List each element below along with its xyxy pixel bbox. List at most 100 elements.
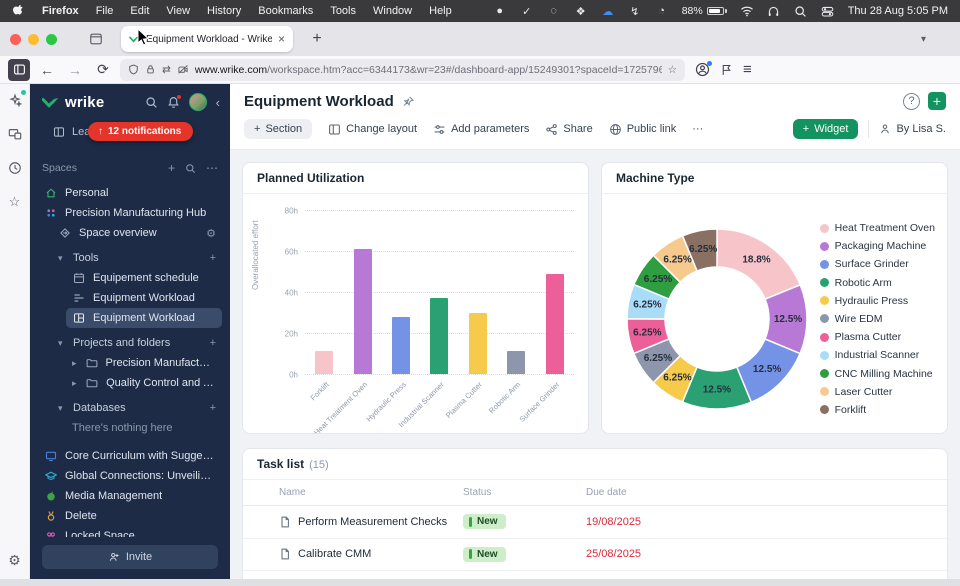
sidebar-item-equipment-workload[interactable]: Equipment Workload <box>66 288 222 308</box>
public-link-button[interactable]: Public link <box>609 123 676 136</box>
task-name-cell[interactable]: Perform Measurement Checks <box>257 516 463 528</box>
menu-firefox[interactable]: Firefox <box>42 5 79 17</box>
task-status-cell[interactable]: New <box>463 514 586 530</box>
add-widget-plus-button[interactable]: + <box>928 92 946 110</box>
safari-icon[interactable]: ◔ <box>658 5 666 17</box>
teams-icon[interactable]: ❖ <box>575 5 586 18</box>
strip-settings-gear-icon[interactable]: ⚙ <box>8 552 21 568</box>
add-icon[interactable]: + <box>209 337 216 349</box>
sidebar-item-there-s-nothing-here[interactable]: There's nothing here <box>66 418 222 438</box>
lock-icon[interactable] <box>145 64 156 75</box>
bookmarks-star-icon[interactable]: ☆ <box>8 194 21 209</box>
check-circle-icon[interactable]: ✓ <box>522 5 532 18</box>
sidebar-item-tools[interactable]: ▾ Tools + <box>52 248 222 268</box>
sidebar-app-locked-space[interactable]: Locked Space <box>38 526 222 537</box>
bar-surface-grinder[interactable] <box>545 273 564 374</box>
notifications-pill[interactable]: ↑ 12 notifications <box>88 122 194 141</box>
chevron-down-icon[interactable]: ▾ <box>58 337 63 348</box>
user-avatar[interactable] <box>188 93 207 111</box>
bolt-icon[interactable]: ↯ <box>630 5 640 18</box>
column-due-date[interactable]: Due date <box>586 487 627 498</box>
legend-item-industrial-scanner[interactable]: Industrial Scanner <box>819 349 935 361</box>
task-row[interactable]: Calibrate CMM New 25/08/2025 <box>243 539 947 571</box>
change-layout-button[interactable]: Change layout <box>328 123 417 136</box>
sidebar-item-quality-control-and-assembly[interactable]: ▸ Quality Control and Assembly <box>66 373 222 393</box>
menu-history[interactable]: History <box>207 5 242 17</box>
task-row[interactable]: Perform Measurement Checks New 19/08/2025 <box>243 506 947 539</box>
legend-item-heat-treatment-oven[interactable]: Heat Treatment Oven <box>819 222 935 234</box>
control-center-icon[interactable] <box>821 4 835 18</box>
menu-bookmarks[interactable]: Bookmarks <box>258 5 314 17</box>
wrike-logo[interactable]: wrike <box>42 94 104 111</box>
bar-hydraulic-press[interactable] <box>392 316 411 374</box>
menu-edit[interactable]: Edit <box>130 5 150 17</box>
add-icon[interactable]: + <box>209 402 216 414</box>
donut-slice-forklift[interactable] <box>681 228 718 272</box>
task-name-cell[interactable]: Calibrate CMM <box>257 548 463 560</box>
synced-tabs-icon[interactable] <box>7 126 23 142</box>
notifications-bell-icon[interactable] <box>167 93 182 109</box>
add-section-button[interactable]: + Section <box>244 119 313 139</box>
task-due-date[interactable]: 25/08/2025 <box>586 548 642 561</box>
legend-item-robotic-arm[interactable]: Robotic Arm <box>819 277 935 289</box>
legend-item-wire-edm[interactable]: Wire EDM <box>819 313 935 325</box>
app-menu-icon[interactable]: ≡ <box>743 61 752 78</box>
widget-button[interactable]: + Widget <box>792 119 859 139</box>
menu-window[interactable]: Window <box>373 5 413 17</box>
list-tabs-icon[interactable]: ▾ <box>920 33 926 45</box>
legend-item-plasma-cutter[interactable]: Plasma Cutter <box>819 331 935 343</box>
column-name[interactable]: Name <box>279 487 306 498</box>
pin-icon[interactable] <box>402 95 415 108</box>
account-icon[interactable] <box>695 61 712 77</box>
task-row[interactable]: Conduct Quality Inspection with CMMNew16… <box>243 571 947 579</box>
bar-plasma-cutter[interactable] <box>468 312 487 374</box>
sidebar-app-media-management[interactable]: Media Management <box>38 486 222 506</box>
chevron-right-icon[interactable]: ▸ <box>72 357 77 368</box>
chevron-right-icon[interactable]: ▸ <box>72 377 77 388</box>
record-icon[interactable]: ● <box>496 5 504 17</box>
sidebar-toggle-button[interactable] <box>8 58 30 81</box>
sidebar-item-precision-manufacturing-hub[interactable]: Precision Manufacturing Hub <box>38 203 222 223</box>
extension-flag-icon[interactable] <box>720 63 733 77</box>
bar-forklift[interactable] <box>315 351 334 374</box>
ai-sparkle-icon[interactable] <box>7 90 26 108</box>
wifi-icon[interactable] <box>740 4 754 18</box>
add-parameters-button[interactable]: Add parameters <box>433 123 529 136</box>
legend-item-surface-grinder[interactable]: Surface Grinder <box>819 258 935 270</box>
cloud-icon[interactable]: ☁ <box>602 5 614 18</box>
permissions-swap-icon[interactable]: ⇄ <box>162 63 171 76</box>
minimize-window-button[interactable] <box>28 33 39 45</box>
bookmark-star-icon[interactable]: ☆ <box>667 63 677 76</box>
add-space-icon[interactable]: + <box>167 161 175 175</box>
menu-help[interactable]: Help <box>429 5 452 17</box>
forward-button[interactable]: → <box>68 61 82 78</box>
url-text[interactable]: www.wrike.com/workspace.htm?acc=6344173&… <box>194 63 662 76</box>
bar-industrial-scanner[interactable] <box>430 298 449 374</box>
close-window-button[interactable] <box>10 33 21 45</box>
creative-cloud-icon[interactable]: ◌ <box>550 5 557 17</box>
gear-icon[interactable]: ⚙ <box>206 227 216 240</box>
add-icon[interactable]: + <box>209 252 216 264</box>
sidebar-app-core-curriculum-with-suggest[interactable]: Core Curriculum with Suggested Proj... <box>38 446 222 466</box>
share-button[interactable]: Share <box>545 123 593 136</box>
status-badge[interactable]: New <box>463 514 506 529</box>
legend-item-packaging-machine[interactable]: Packaging Machine <box>819 240 935 252</box>
task-status-cell[interactable]: New <box>463 546 586 563</box>
search-spaces-icon[interactable] <box>185 163 196 174</box>
bar-robotic-arm[interactable] <box>507 351 526 374</box>
sidebar-item-databases[interactable]: ▾ Databases + <box>52 398 222 418</box>
column-status[interactable]: Status <box>463 487 492 498</box>
apple-menu-icon[interactable] <box>12 4 25 18</box>
toolbar-more-icon[interactable]: ··· <box>692 123 704 135</box>
legend-item-hydraulic-press[interactable]: Hydraulic Press <box>819 295 935 307</box>
author-filter[interactable]: By Lisa S. <box>879 123 946 135</box>
donut-chart[interactable]: 18.8%12.5%12.5%12.5%6.25%6.25%6.25%6.25%… <box>622 224 812 414</box>
status-badge[interactable]: New <box>463 546 506 562</box>
zoom-window-button[interactable] <box>46 33 57 45</box>
sidebar-app-global-connections-unveiling[interactable]: Global Connections: Unveiling Travel ... <box>38 466 222 486</box>
invite-button[interactable]: Invite <box>42 545 218 569</box>
legend-item-cnc-milling-machine[interactable]: CNC Milling Machine <box>819 368 935 380</box>
camera-blocked-icon[interactable] <box>177 64 189 75</box>
sidebar-item-projects-and-folders[interactable]: ▾ Projects and folders + <box>52 333 222 353</box>
url-bar[interactable]: ⇄ www.wrike.com/workspace.htm?acc=634417… <box>120 58 685 81</box>
